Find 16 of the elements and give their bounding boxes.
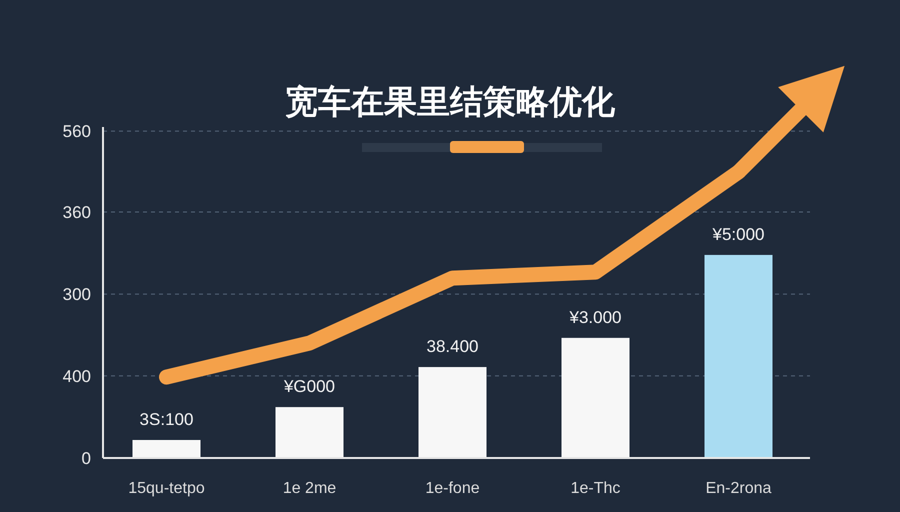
x-tick-label: 1e-Thc (570, 480, 620, 497)
text: 560 (62, 122, 91, 142)
x-tick-label: 1e 2me (282, 480, 336, 497)
annotation: ¥5:000 (712, 224, 764, 244)
x-tick-label: En-2rona (706, 480, 772, 497)
text: 0 (82, 449, 91, 468)
text: 360 (62, 203, 91, 222)
annotation: ¥3.000 (568, 308, 622, 327)
chart-title: 宽车在果里结策略优化 (285, 83, 616, 120)
text: 300 (62, 285, 91, 304)
x-tick-label: 15qu-tetpo (128, 480, 205, 497)
text: 400 (62, 366, 91, 386)
annotation: ¥G000 (282, 377, 336, 396)
annotation: 3S:100 (140, 410, 194, 429)
annotation: 38.400 (426, 337, 478, 356)
x-tick-label: 1e-fone (425, 480, 480, 497)
